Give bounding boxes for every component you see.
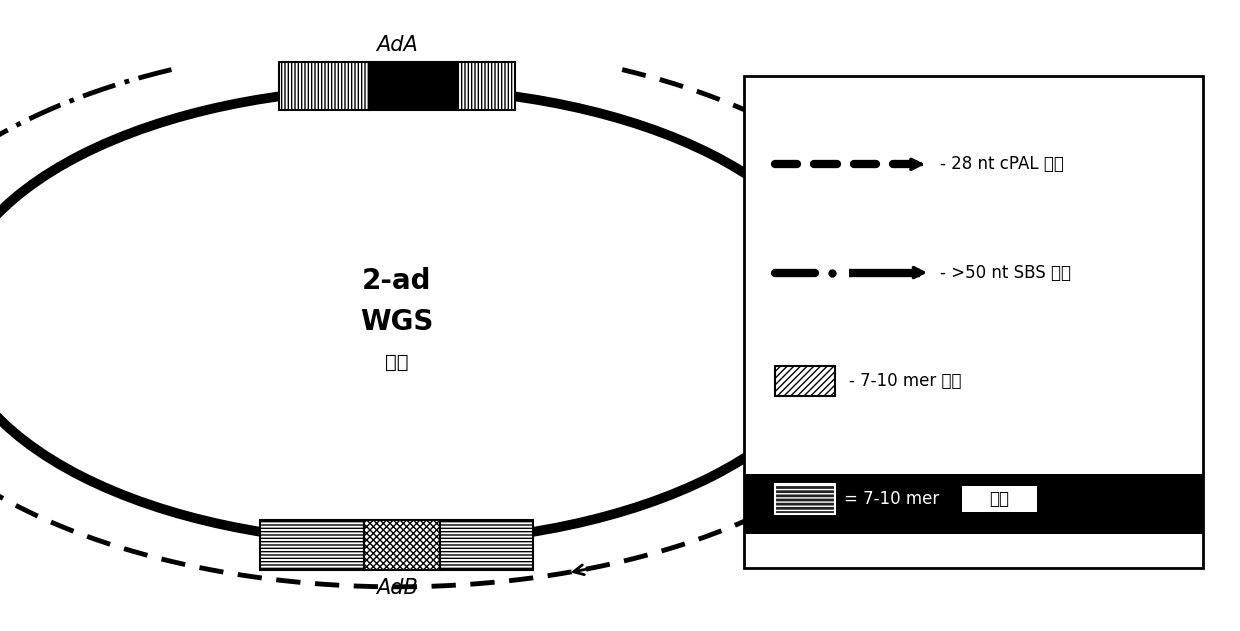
Bar [458,62,515,110]
Bar [775,366,835,396]
Bar [962,487,1037,512]
Bar [260,520,365,570]
Text: - 28 nt cPAL 读长: - 28 nt cPAL 读长 [940,155,1064,174]
Bar [775,484,835,514]
Text: = 7-10 mer: = 7-10 mer [844,490,945,508]
Text: 标签: 标签 [990,490,1009,508]
Text: 2-ad: 2-ad [362,267,432,295]
Bar [365,520,440,570]
Bar [744,474,1203,534]
Text: AdB: AdB [376,578,418,598]
Text: AdA: AdA [376,35,418,55]
Bar [440,520,533,570]
Bar [279,62,368,110]
Text: - >50 nt SBS 读长: - >50 nt SBS 读长 [940,264,1071,281]
Bar [744,76,1203,568]
Text: 文库: 文库 [386,353,408,372]
Text: WGS: WGS [360,308,434,336]
Text: - 7-10 mer 标签: - 7-10 mer 标签 [849,372,962,390]
Bar [368,62,458,110]
